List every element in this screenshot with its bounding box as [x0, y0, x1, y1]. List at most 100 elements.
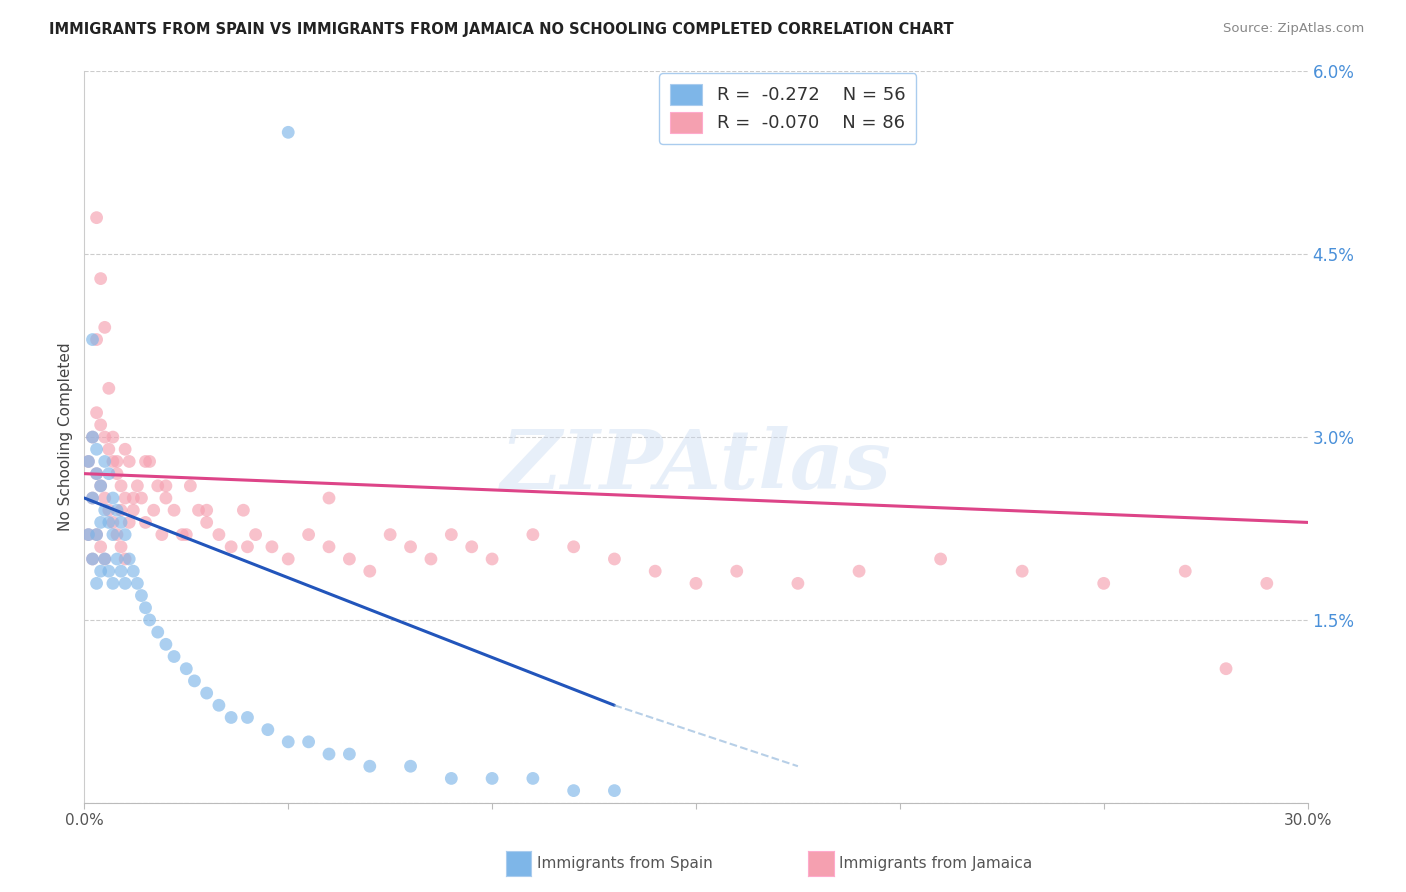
Point — [82, 333, 104, 347]
Point — [603, 783, 626, 797]
Point — [142, 503, 165, 517]
Point — [90, 540, 112, 554]
Point — [97, 442, 120, 457]
Point — [82, 552, 104, 566]
Point — [787, 576, 810, 591]
Point — [93, 320, 115, 334]
Point — [114, 576, 136, 591]
Point — [232, 503, 254, 517]
Point — [138, 454, 160, 468]
Point — [122, 503, 145, 517]
Point — [90, 271, 112, 285]
Point — [86, 406, 108, 420]
Point — [929, 552, 952, 566]
Point — [562, 783, 585, 797]
Legend: R =  -0.272    N = 56, R =  -0.070    N = 86: R = -0.272 N = 56, R = -0.070 N = 86 — [659, 73, 917, 144]
Point — [172, 527, 194, 541]
Point — [114, 442, 136, 457]
Point — [562, 540, 585, 554]
Point — [260, 540, 283, 554]
Point — [399, 759, 422, 773]
Point — [86, 576, 108, 591]
Point — [97, 516, 120, 530]
Point — [93, 491, 115, 505]
Point — [90, 479, 112, 493]
Text: Immigrants from Spain: Immigrants from Spain — [537, 856, 713, 871]
Point — [90, 417, 112, 432]
Point — [90, 564, 112, 578]
Point — [195, 503, 218, 517]
Point — [131, 589, 153, 603]
Point — [725, 564, 748, 578]
Text: Immigrants from Jamaica: Immigrants from Jamaica — [839, 856, 1032, 871]
Point — [1011, 564, 1033, 578]
Point — [110, 564, 132, 578]
Point — [114, 491, 136, 505]
Text: IMMIGRANTS FROM SPAIN VS IMMIGRANTS FROM JAMAICA NO SCHOOLING COMPLETED CORRELAT: IMMIGRANTS FROM SPAIN VS IMMIGRANTS FROM… — [49, 22, 953, 37]
Point — [219, 710, 242, 724]
Point — [461, 540, 484, 554]
Point — [1256, 576, 1278, 591]
Point — [93, 430, 115, 444]
Point — [440, 772, 463, 786]
Point — [135, 516, 157, 530]
Point — [318, 540, 340, 554]
Point — [150, 527, 173, 541]
Point — [77, 527, 100, 541]
Point — [1092, 576, 1115, 591]
Point — [82, 430, 104, 444]
Point — [219, 540, 242, 554]
Point — [86, 527, 108, 541]
Point — [101, 430, 124, 444]
Point — [522, 527, 544, 541]
Point — [110, 479, 132, 493]
Point — [848, 564, 870, 578]
Point — [277, 552, 299, 566]
Point — [93, 552, 115, 566]
Point — [179, 479, 201, 493]
Point — [82, 552, 104, 566]
Point — [277, 125, 299, 139]
Point — [118, 552, 141, 566]
Point — [208, 698, 231, 713]
Point — [245, 527, 267, 541]
Point — [131, 491, 153, 505]
Point — [93, 454, 115, 468]
Point — [118, 516, 141, 530]
Point — [82, 491, 104, 505]
Point — [359, 759, 381, 773]
Point — [380, 527, 402, 541]
Point — [101, 454, 124, 468]
Point — [155, 491, 177, 505]
Point — [118, 454, 141, 468]
Point — [298, 527, 321, 541]
Point — [187, 503, 209, 517]
Point — [195, 686, 218, 700]
Point — [146, 625, 169, 640]
Point — [86, 467, 108, 481]
Point — [359, 564, 381, 578]
Y-axis label: No Schooling Completed: No Schooling Completed — [58, 343, 73, 532]
Point — [127, 479, 149, 493]
Point — [101, 576, 124, 591]
Point — [257, 723, 280, 737]
Point — [114, 527, 136, 541]
Point — [101, 491, 124, 505]
Point — [86, 442, 108, 457]
Point — [163, 649, 186, 664]
Point — [101, 516, 124, 530]
Point — [105, 552, 128, 566]
Point — [481, 552, 503, 566]
Point — [110, 503, 132, 517]
Point — [105, 503, 128, 517]
Point — [86, 527, 108, 541]
Point — [399, 540, 422, 554]
Point — [90, 516, 112, 530]
Point — [77, 454, 100, 468]
Text: Source: ZipAtlas.com: Source: ZipAtlas.com — [1223, 22, 1364, 36]
Point — [122, 564, 145, 578]
Point — [101, 527, 124, 541]
Point — [685, 576, 707, 591]
Point — [522, 772, 544, 786]
Point — [110, 516, 132, 530]
